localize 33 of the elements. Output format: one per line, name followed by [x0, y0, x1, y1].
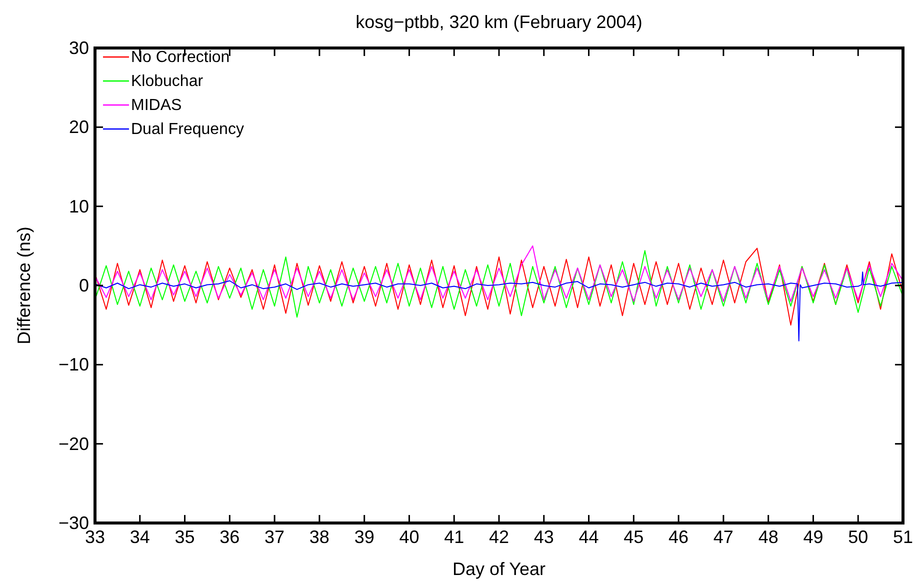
x-tick-label: 44 — [578, 527, 599, 547]
x-tick-label: 45 — [624, 527, 644, 547]
x-tick-label: 37 — [264, 527, 285, 547]
legend-label: Dual Frequency — [131, 121, 244, 138]
x-tick-label: 47 — [713, 527, 734, 547]
x-axis-title: Day of Year — [452, 559, 546, 579]
legend-label: MIDAS — [131, 97, 182, 114]
x-tick-label: 40 — [399, 527, 420, 547]
y-tick-label: −10 — [58, 354, 89, 375]
x-tick-label: 48 — [758, 527, 778, 547]
y-tick-label: 0 — [78, 276, 89, 296]
line-series — [95, 272, 903, 342]
x-tick-label: 49 — [803, 527, 824, 547]
x-tick-label: 50 — [848, 527, 868, 547]
chart-title: kosg−ptbb, 320 km (February 2004) — [356, 12, 642, 32]
y-tick-label: 10 — [68, 196, 89, 216]
x-tick-label: 38 — [309, 527, 330, 547]
y-axis-title: Difference (ns) — [14, 226, 34, 344]
line-series — [95, 245, 903, 302]
legend-label: No Correction — [131, 49, 230, 66]
y-tick-label: −20 — [58, 434, 89, 454]
y-tick-label: 20 — [68, 117, 89, 138]
x-tick-label: 42 — [488, 527, 510, 547]
x-tick-label: 39 — [354, 527, 374, 547]
x-tick-label: 41 — [444, 527, 464, 547]
y-tick-label: 30 — [68, 38, 89, 58]
legend-label: Klobuchar — [131, 73, 204, 90]
x-tick-label: 46 — [668, 527, 689, 547]
x-tick-label: 34 — [130, 527, 150, 547]
x-tick-label: 35 — [174, 527, 195, 547]
x-tick-label: 51 — [892, 527, 914, 547]
x-tick-label: 36 — [220, 527, 240, 547]
x-tick-label: 43 — [534, 527, 554, 547]
